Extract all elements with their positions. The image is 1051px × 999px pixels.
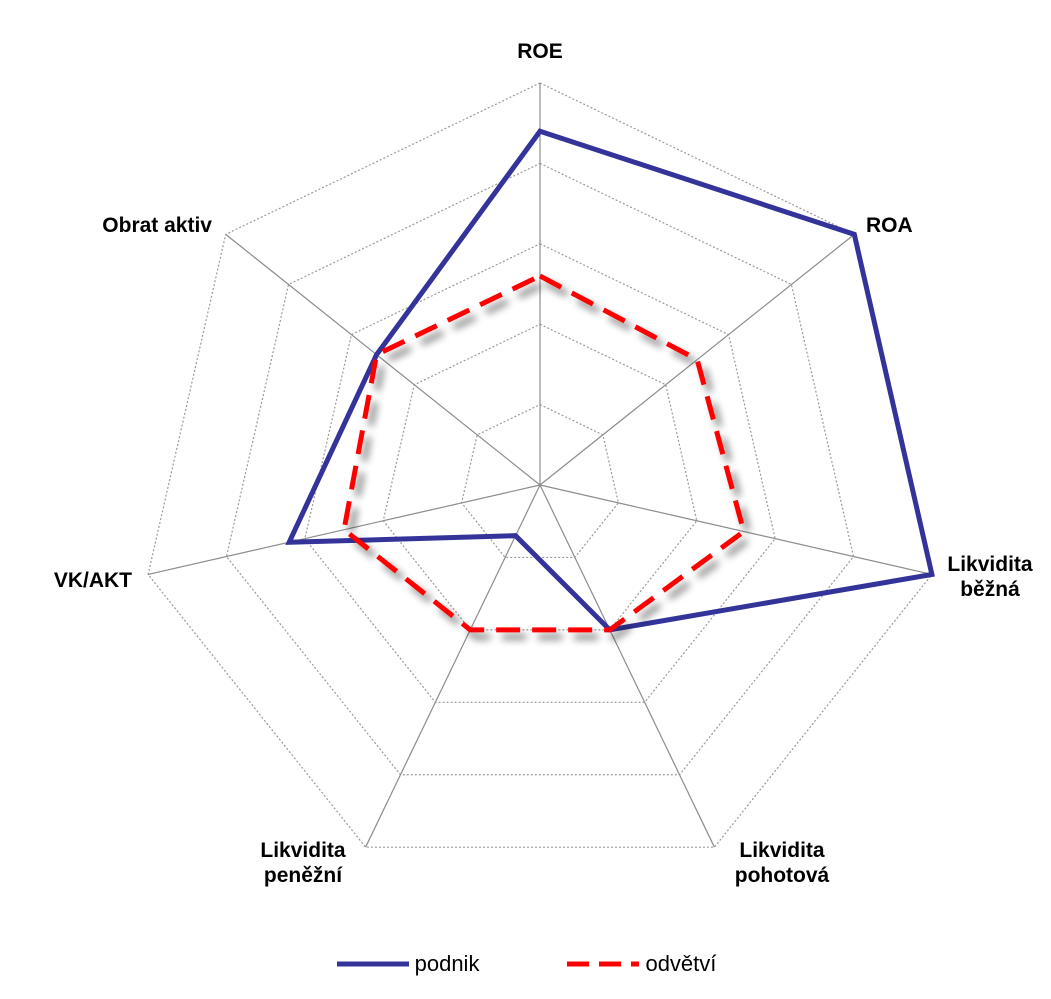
- axis-label: ROE: [517, 40, 563, 63]
- axis-label: ROA: [866, 214, 913, 237]
- axis-label-line: VK/AKT: [54, 569, 132, 592]
- grid-ring: [304, 243, 776, 703]
- grid-spoke: [147, 484, 541, 576]
- axis-label-line: Likvidita: [947, 553, 1033, 576]
- legend: podnik odvětví: [0, 944, 1051, 984]
- axis-label: Likvidita pohotová: [735, 839, 830, 887]
- grid-spoke: [539, 484, 933, 576]
- grid-spoke: [225, 233, 541, 486]
- axis-label-line: ROA: [866, 214, 913, 237]
- radar-grid: [147, 82, 933, 848]
- legend-label: odvětví: [645, 951, 717, 976]
- axis-label-line: ROE: [517, 40, 563, 63]
- axis-label-line: běžná: [960, 578, 1020, 601]
- axis-label: Likvidita peněžní: [260, 839, 346, 887]
- legend-label: podnik: [414, 951, 480, 976]
- axis-label-line: Likvidita: [739, 839, 825, 862]
- legend-swatch-solid: [336, 961, 409, 967]
- axis-label-line: pohotová: [735, 864, 830, 887]
- legend-swatch-dashed: [567, 961, 640, 967]
- axis-label-line: Obrat aktiv: [102, 214, 212, 237]
- axis-label: Likvidita běžná: [947, 553, 1033, 601]
- legend-item-odvetvi: odvětví: [565, 951, 716, 977]
- radar-series: [285, 128, 935, 633]
- series-line-0: [285, 128, 935, 633]
- axis-label: Obrat aktiv: [102, 214, 212, 237]
- axis-label: VK/AKT: [54, 569, 132, 592]
- grid-ring: [225, 162, 855, 776]
- grid-spoke: [365, 484, 541, 848]
- axis-label-line: Likvidita: [260, 839, 346, 862]
- grid-spoke: [539, 484, 715, 848]
- grid-ring: [147, 82, 933, 848]
- series-line-1: [341, 273, 747, 633]
- grid-spoke: [539, 233, 855, 486]
- legend-item-podnik: podnik: [335, 951, 480, 977]
- axis-label-line: peněžní: [264, 864, 343, 887]
